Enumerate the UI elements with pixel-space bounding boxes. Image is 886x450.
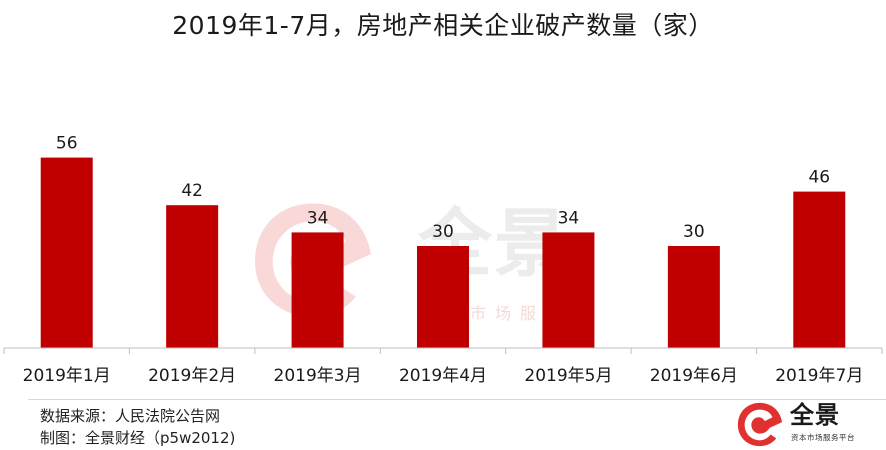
bar-6 bbox=[667, 246, 720, 348]
bars bbox=[40, 157, 846, 348]
chart-title: 2019年1-7月，房地产相关企业破产数量（家） bbox=[172, 11, 714, 40]
data-label-7: 46 bbox=[808, 168, 830, 188]
footer-divider bbox=[28, 399, 886, 400]
data-label-6: 30 bbox=[683, 222, 705, 242]
bar-1 bbox=[40, 157, 93, 348]
x-tick-label-3: 2019年3月 bbox=[274, 366, 362, 386]
x-tick-label-7: 2019年7月 bbox=[775, 366, 863, 386]
bar-4 bbox=[417, 246, 469, 348]
footer-source: 数据来源：人民法院公告网 bbox=[40, 407, 221, 425]
x-ticks bbox=[3, 348, 883, 354]
logo-swirl-icon bbox=[737, 402, 783, 447]
data-label-1: 56 bbox=[56, 134, 78, 154]
bar-3 bbox=[291, 232, 344, 348]
bar-2 bbox=[166, 205, 219, 348]
x-tick-label-2: 2019年2月 bbox=[148, 366, 236, 386]
data-label-4: 30 bbox=[432, 222, 454, 242]
x-tick-label-4: 2019年4月 bbox=[399, 366, 487, 386]
bar-5 bbox=[542, 232, 595, 348]
data-label-3: 34 bbox=[307, 208, 329, 228]
brand-logo: 全景 资本市场服务平台 bbox=[736, 400, 886, 448]
x-tick-label-1: 2019年1月 bbox=[23, 366, 111, 386]
footer-maker: 制图：全景财经（p5w2012) bbox=[40, 429, 236, 447]
x-tick-label-5: 2019年5月 bbox=[524, 366, 612, 386]
data-label-5: 34 bbox=[558, 208, 580, 228]
x-tick-label-6: 2019年6月 bbox=[650, 366, 738, 386]
data-label-2: 42 bbox=[181, 181, 203, 201]
logo-slogan: 资本市场服务平台 bbox=[791, 433, 855, 442]
data-labels: 56 42 34 30 34 30 46 bbox=[56, 134, 830, 242]
x-tick-labels: 2019年1月 2019年2月 2019年3月 2019年4月 2019年5月 2019年… bbox=[23, 366, 864, 386]
bar-7 bbox=[793, 191, 846, 348]
logo-brand: 全景 bbox=[790, 401, 840, 429]
